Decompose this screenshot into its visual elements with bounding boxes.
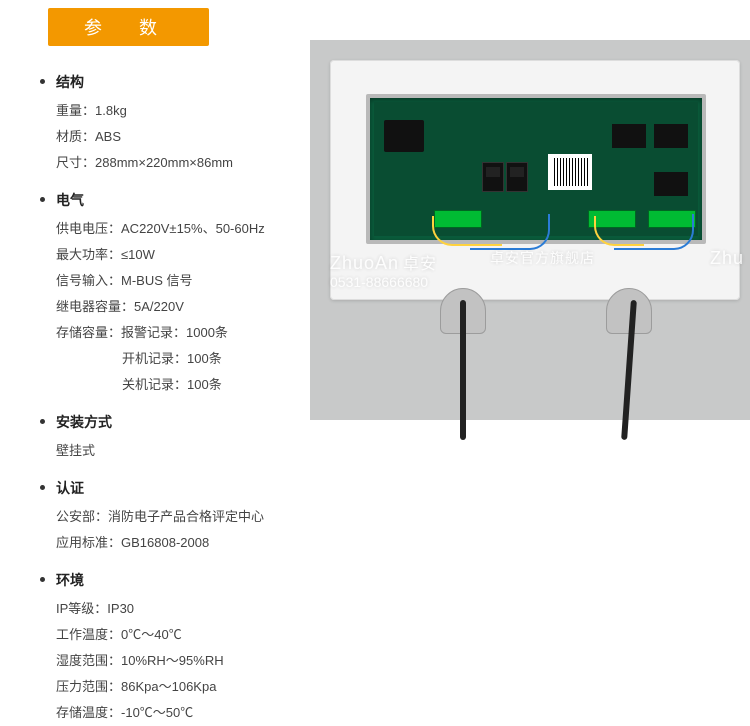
- spec-row: 存储容量：报警记录：1000条: [40, 320, 320, 346]
- pcb-board: [374, 102, 698, 236]
- watermark-brand-en: ZhuoAn: [330, 253, 399, 273]
- cable-icon: [460, 300, 466, 440]
- spec-row: 重量：1.8kg: [40, 98, 320, 124]
- ic-chip-icon: [654, 124, 688, 148]
- spec-row: 材质：ABS: [40, 124, 320, 150]
- spec-row: 尺寸：288mm×220mm×86mm: [40, 150, 320, 176]
- heading-certification: 认证: [40, 478, 320, 498]
- spec-row: 继电器容量：5A/220V: [40, 294, 320, 320]
- wire-blue-icon: [470, 214, 550, 250]
- watermark-slogan: 卓安官方旗舰店: [490, 248, 595, 268]
- rocker-switches: [482, 162, 528, 192]
- heading-structure: 结构: [40, 72, 320, 92]
- barcode-label-icon: [548, 154, 592, 190]
- device-window: [366, 94, 706, 244]
- spec-row: 存储温度：-10℃～50℃: [40, 700, 320, 726]
- spec-list: 结构 重量：1.8kg 材质：ABS 尺寸：288mm×220mm×86mm 电…: [0, 46, 320, 726]
- spec-row: IP等级：IP30: [40, 596, 320, 622]
- heading-environment: 环境: [40, 570, 320, 590]
- spec-row: 湿度范围：10%RH～95%RH: [40, 648, 320, 674]
- spec-row: 壁挂式: [40, 438, 320, 464]
- relay-icon: [384, 120, 424, 152]
- spec-row: 开机记录：100条: [40, 346, 320, 372]
- spec-row: 最大功率：≤10W: [40, 242, 320, 268]
- ic-chip-icon: [612, 124, 646, 148]
- spec-row: 信号输入：M-BUS 信号: [40, 268, 320, 294]
- product-photo-area: [310, 40, 750, 420]
- wire-blue-icon: [614, 214, 694, 250]
- watermark-brand-cn: 卓安: [403, 256, 437, 273]
- watermark-phone: 0531-88666680: [330, 274, 437, 290]
- ic-chip-icon: [654, 172, 688, 196]
- watermark: ZhuoAn卓安 卓安官方旗舰店 Zhu 0531-88666680: [330, 250, 437, 290]
- rocker-switch-icon: [482, 162, 504, 192]
- spec-row: 供电电压：AC220V±15%、50-60Hz: [40, 216, 320, 242]
- spec-row: 工作温度：0℃～40℃: [40, 622, 320, 648]
- spec-row: 应用标准：GB16808-2008: [40, 530, 320, 556]
- watermark-edge: Zhu: [710, 248, 744, 269]
- section-title-badge: 参 数: [48, 8, 209, 46]
- heading-electrical: 电气: [40, 190, 320, 210]
- heading-installation: 安装方式: [40, 412, 320, 432]
- spec-row: 压力范围：86Kpa～106Kpa: [40, 674, 320, 700]
- rocker-switch-icon: [506, 162, 528, 192]
- spec-row: 公安部：消防电子产品合格评定中心: [40, 504, 320, 530]
- spec-row: 关机记录：100条: [40, 372, 320, 398]
